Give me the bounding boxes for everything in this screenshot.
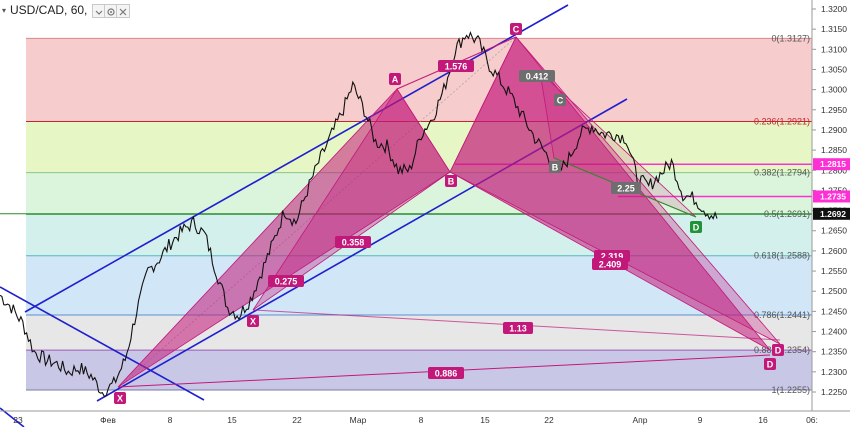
price-tag-resistance-bg	[813, 158, 850, 171]
point-b-2: B	[552, 163, 559, 173]
y-tick-label: 1.3000	[821, 85, 847, 95]
ratio-xad-bg	[428, 367, 464, 379]
y-tick-label: 1.3150	[821, 24, 847, 34]
ratio-abc: 0.358	[342, 238, 365, 248]
x-tick-label: Фев	[100, 415, 116, 425]
time-axis[interactable]: 23 Фев 8 15 22 Мар 8 15 22 Апр 9 16 06:	[0, 410, 850, 425]
x-tick-label: 15	[227, 415, 237, 425]
ratio-bcd-inner: 0.275	[275, 277, 298, 287]
x-tick-label: 23	[13, 415, 23, 425]
y-tick-label: 1.3050	[821, 64, 847, 74]
point-x-2-bg	[247, 315, 259, 327]
ratio-xd: 1.13	[509, 324, 527, 334]
gear-icon[interactable]	[104, 4, 118, 18]
ratio-abc-2-bg	[519, 70, 555, 82]
close-icon[interactable]	[116, 4, 130, 18]
x-tick-label: 8	[419, 415, 424, 425]
y-tick-label: 1.2850	[821, 145, 847, 155]
dropdown-arrow-icon[interactable]: ▾	[2, 5, 7, 15]
point-d-3: D	[775, 346, 782, 356]
y-tick-label: 1.3100	[821, 44, 847, 54]
chart-header: ▾ USD/CAD, 60,	[2, 3, 87, 17]
ratio-bcd-inner-bg	[268, 275, 304, 287]
price-tag-support-bg	[813, 190, 850, 203]
x-tick-label: 22	[292, 415, 302, 425]
ratio-xab-bg	[438, 60, 474, 72]
y-tick-label: 1.2250	[821, 387, 847, 397]
ratio-xab: 1.576	[445, 62, 468, 72]
x-tick-label: 16	[758, 415, 768, 425]
ratio-cd-bg	[611, 182, 641, 194]
fib-label-0.786: 0.786(1.2441)	[754, 310, 810, 320]
x-tick-label: Мар	[350, 415, 367, 425]
x-tick-label: 06:	[806, 415, 818, 425]
fib-band-0.786	[26, 314, 812, 351]
y-tick-label: 1.2800	[821, 165, 847, 175]
y-tick-label: 1.3200	[821, 4, 847, 14]
y-tick-label: 1.2950	[821, 105, 847, 115]
point-b-2-bg	[549, 161, 561, 173]
y-tick-label: 1.2450	[821, 306, 847, 316]
ratio-cd: 2.25	[617, 184, 635, 194]
fib-label-0: 0(1.3127)	[771, 33, 810, 43]
point-c-2-bg	[554, 94, 566, 106]
fib-label-1: 1(1.2255)	[771, 385, 810, 395]
point-x-2: X	[250, 317, 256, 327]
y-tick-label: 1.2550	[821, 266, 847, 276]
price-tag-support[interactable]: 1.2735	[820, 191, 846, 201]
ratio-xad: 0.886	[435, 369, 458, 379]
point-d-bg	[764, 358, 776, 370]
x-tick-label: Апр	[633, 415, 648, 425]
price-axis[interactable]: 1.3200 1.3150 1.3100 1.3050 1.3000 1.2950 1.29…	[811, 0, 850, 411]
y-tick-label: 1.2300	[821, 367, 847, 377]
channel-upper[interactable]	[24, 4, 569, 313]
point-c-bg	[510, 23, 522, 35]
ratio-abc-bg	[335, 236, 371, 248]
y-tick-label: 1.2750	[821, 185, 847, 195]
price-axis-bg	[812, 0, 850, 411]
price-tag-current-bg	[813, 207, 850, 220]
x-tick-label: 9	[698, 415, 703, 425]
symbol-title[interactable]: USD/CAD, 60,	[10, 3, 88, 17]
point-b: B	[448, 177, 455, 187]
fibonacci-retracement[interactable]: 0(1.3127)0.236(1.2921)0.382(1.2794)0.5(1…	[0, 33, 812, 395]
price-tag-resistance[interactable]: 1.2815	[820, 159, 846, 169]
point-x-bg	[114, 392, 126, 404]
point-a: A	[392, 75, 399, 85]
point-a-bg	[389, 73, 401, 85]
y-tick-label: 1.2600	[821, 246, 847, 256]
y-tick-label: 1.2900	[821, 125, 847, 135]
point-b-bg	[445, 175, 457, 187]
x-tick-label: 8	[168, 415, 173, 425]
ratio-bcd-2-bg	[592, 258, 628, 270]
y-tick-label: 1.2500	[821, 286, 847, 296]
ratio-bcd: 2.319	[601, 252, 624, 262]
point-c-2: C	[557, 96, 564, 106]
y-tick-label: 1.2400	[821, 327, 847, 337]
point-d-3-bg	[772, 344, 784, 356]
fib-label-0.618: 0.618(1.2588)	[754, 251, 810, 261]
fib-band-0	[26, 38, 812, 122]
x-tick-label: 22	[544, 415, 554, 425]
point-d: D	[767, 360, 774, 370]
point-c: C	[513, 25, 520, 35]
ratio-bcd-2: 2.409	[599, 260, 622, 270]
fib-label-0.236: 0.236(1.2921)	[754, 116, 810, 126]
ratio-abc-2: 0.412	[526, 72, 549, 82]
pattern-labels: XABCDXBCDD1.5760.3580.2751.130.8862.3192…	[114, 23, 784, 404]
downtrend-line[interactable]	[0, 286, 205, 401]
x-tick-label: 15	[480, 415, 490, 425]
price-tag-current[interactable]: 1.2692	[820, 209, 846, 219]
point-d-2: D	[693, 223, 700, 233]
fib-label-0.382: 0.382(1.2794)	[754, 168, 810, 178]
point-x: X	[117, 394, 123, 404]
point-d-2-bg	[690, 221, 702, 233]
y-tick-label: 1.2650	[821, 226, 847, 236]
price-line	[0, 31, 718, 398]
ratio-xd-bg	[503, 322, 533, 334]
y-tick-label: 1.2350	[821, 347, 847, 357]
price-series	[0, 31, 718, 398]
